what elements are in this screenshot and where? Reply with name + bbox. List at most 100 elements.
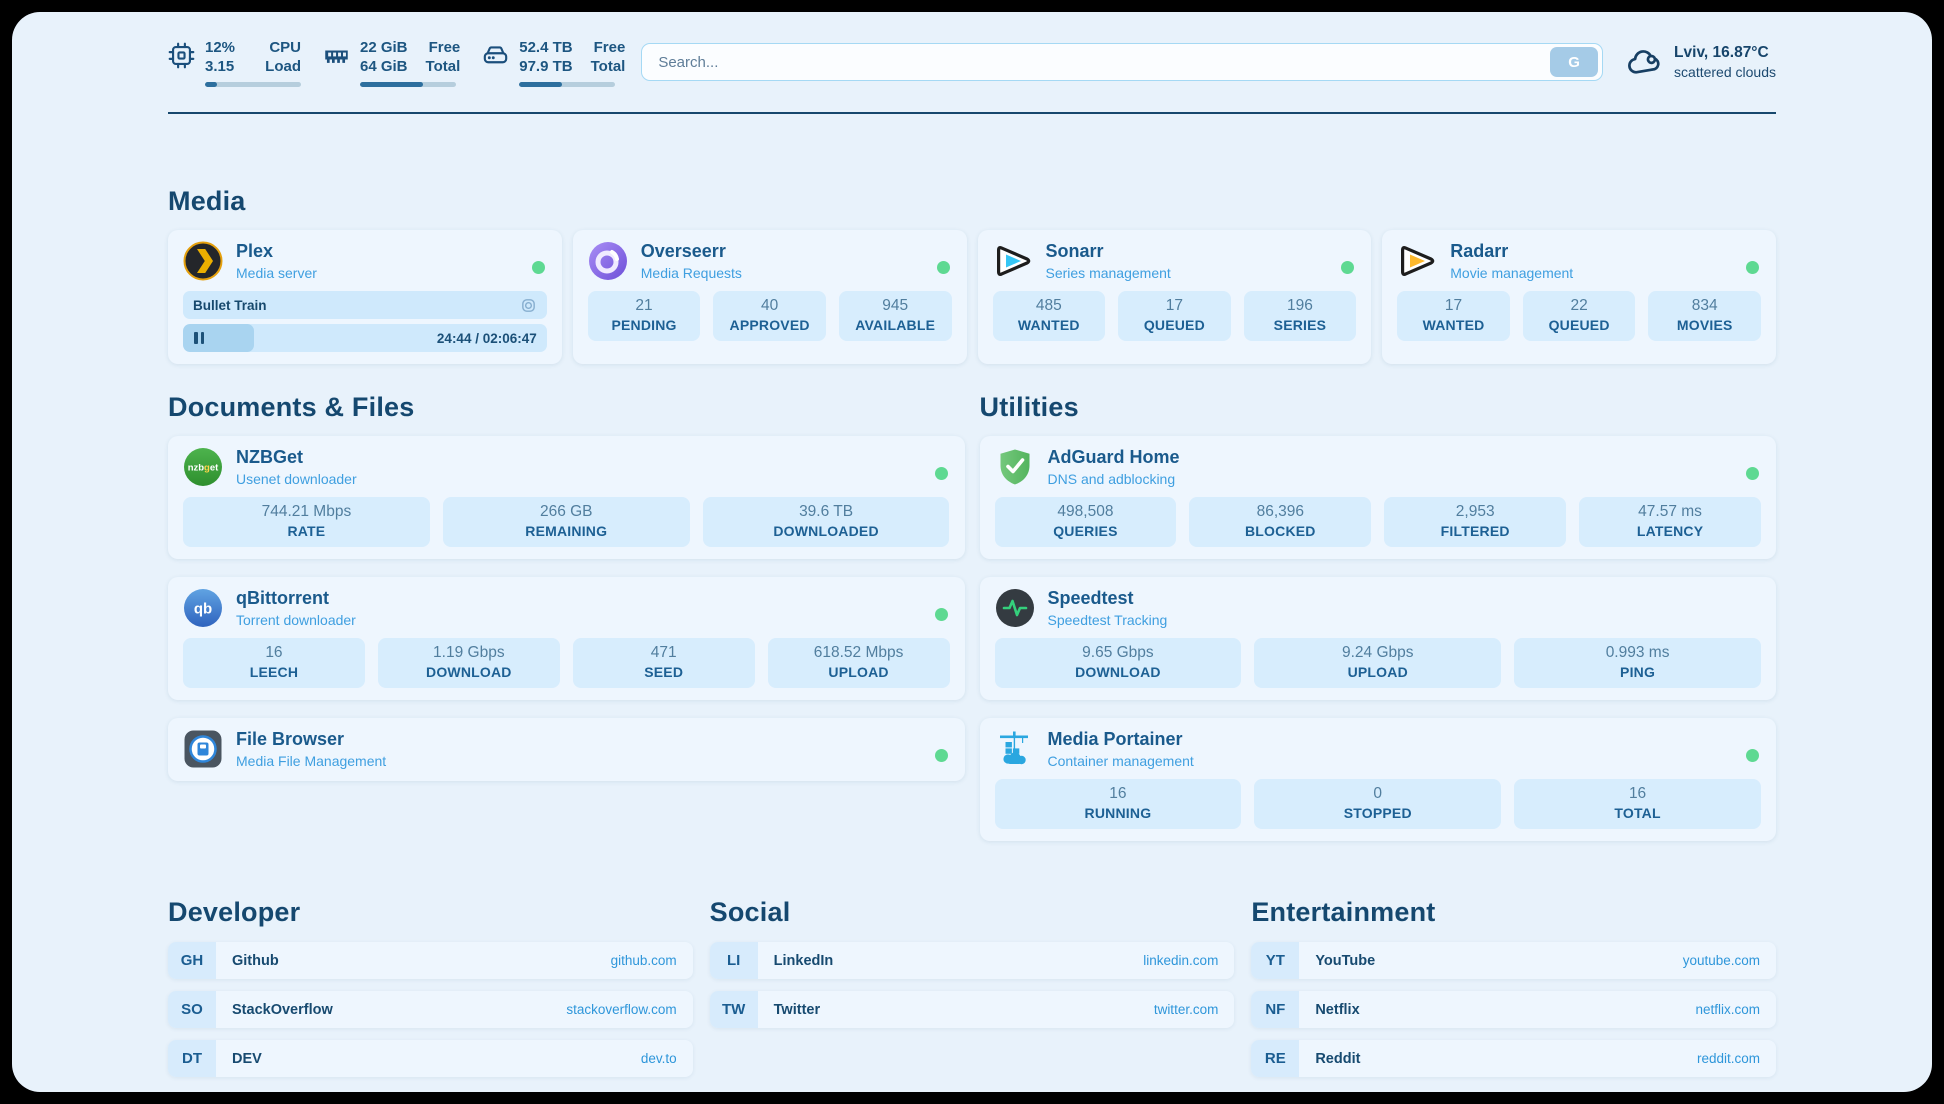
link-row-netflix[interactable]: NF Netflix netflix.com — [1251, 991, 1776, 1028]
link-row-linkedin[interactable]: LI LinkedIn linkedin.com — [709, 942, 1235, 979]
stat-value: 498,508 — [1057, 503, 1114, 520]
developer-column: Developer GH Github github.com SO StackO… — [168, 897, 693, 1089]
stat-value: 0.993 ms — [1605, 644, 1670, 661]
stat-label: LEECH — [249, 664, 299, 680]
social-links: LI LinkedIn linkedin.com TW Twitter twit… — [709, 942, 1235, 1028]
stat-value: 945 — [882, 297, 909, 314]
link-url[interactable]: linkedin.com — [1143, 953, 1219, 968]
sonarr-icon — [993, 241, 1033, 281]
link-abbreviation: TW — [709, 991, 758, 1028]
link-url[interactable]: twitter.com — [1153, 1002, 1219, 1017]
app-card-overseerr[interactable]: Overseerr Media Requests 21 PENDING 40 A… — [572, 230, 967, 364]
link-name: YouTube — [1315, 952, 1376, 969]
stat-label: LATENCY — [1636, 523, 1704, 539]
cog-icon[interactable] — [520, 297, 537, 314]
now-playing-title: Bullet Train — [193, 297, 267, 313]
stat-remaining: 266 GB REMAINING — [442, 497, 690, 547]
link-row-github[interactable]: GH Github github.com — [168, 942, 693, 979]
hardware-progress-bar — [519, 81, 616, 87]
stat-value: 744.21 Mbps — [261, 503, 352, 520]
app-card-sonarr[interactable]: Sonarr Series management 485 WANTED 17 Q… — [977, 230, 1372, 364]
pause-icon[interactable] — [194, 332, 204, 344]
app-card-file-browser[interactable]: File Browser Media File Management — [168, 718, 965, 781]
app-description: Media Requests — [640, 264, 742, 281]
app-description: Container management — [1047, 752, 1194, 769]
stat-label: SERIES — [1273, 317, 1327, 333]
app-name: Plex — [236, 241, 274, 262]
link-name: DEV — [232, 1050, 262, 1067]
app-header: File Browser Media File Management — [183, 729, 950, 769]
app-stats: 485 WANTED 17 QUEUED 196 SERIES — [992, 291, 1357, 341]
stat-value: 47.57 ms — [1638, 503, 1702, 520]
stat-filtered: 2,953 FILTERED — [1384, 497, 1567, 547]
stat-label: PENDING — [611, 317, 677, 333]
app-stats: 16 RUNNING 0 STOPPED 16 TOTAL — [994, 779, 1762, 829]
app-header: Radarr Movie management — [1397, 241, 1761, 281]
app-header: nzbget NZBGet Usenet downloader — [183, 447, 950, 487]
link-url[interactable]: stackoverflow.com — [566, 1002, 677, 1017]
header-divider — [168, 112, 1776, 114]
stat-label: QUEUED — [1143, 317, 1205, 333]
section-title-social: Social — [709, 897, 791, 927]
app-description: DNS and adblocking — [1047, 470, 1176, 487]
stat-queries: 498,508 QUERIES — [994, 497, 1177, 547]
app-card-adguard-home[interactable]: AdGuard Home DNS and adblocking 498,508 … — [979, 436, 1776, 559]
search-input[interactable] — [641, 43, 1604, 81]
stat-downloaded: 39.6 TB DOWNLOADED — [702, 497, 950, 547]
stat-movies: 834 MOVIES — [1648, 291, 1761, 341]
stat-value: 86,396 — [1256, 503, 1305, 520]
now-playing-progress-bar[interactable]: 24:44 / 02:06:47 — [183, 324, 547, 352]
link-row-dev[interactable]: DT DEV dev.to — [168, 1040, 693, 1077]
link-url[interactable]: dev.to — [640, 1051, 677, 1066]
app-card-media-portainer[interactable]: Media Portainer Container management 16 … — [979, 718, 1776, 841]
utilities-cards: AdGuard Home DNS and adblocking 498,508 … — [979, 436, 1776, 841]
app-card-speedtest[interactable]: Speedtest Speedtest Tracking 9.65 Gbps D… — [979, 577, 1776, 700]
stat-wanted: 17 WANTED — [1397, 291, 1510, 341]
link-row-stackoverflow[interactable]: SO StackOverflow stackoverflow.com — [168, 991, 693, 1028]
stat-value: 1.19 Gbps — [433, 644, 505, 661]
link-url[interactable]: reddit.com — [1696, 1051, 1760, 1066]
link-abbreviation: LI — [709, 942, 758, 979]
link-abbreviation: RE — [1251, 1040, 1300, 1077]
dashboard-panel: 12% 3.15 CPU Load 22 GiB 64 GiB Free Total 5… — [12, 12, 1932, 1092]
stat-latency: 47.57 ms LATENCY — [1579, 497, 1761, 547]
documents-column: Documents & Files nzbget NZBGet Usenet d… — [168, 364, 965, 781]
link-url[interactable]: youtube.com — [1682, 953, 1760, 968]
stat-label: DOWNLOAD — [1075, 664, 1161, 680]
app-description: Media server — [236, 264, 317, 281]
app-description: Speedtest Tracking — [1047, 611, 1168, 628]
link-row-twitter[interactable]: TW Twitter twitter.com — [709, 991, 1235, 1028]
stat-value: 22 — [1570, 297, 1588, 314]
hardware-values: 52.4 TB 97.9 TB — [519, 38, 573, 76]
app-card-qbittorrent[interactable]: qb qBittorrent Torrent downloader 16 LEE… — [168, 577, 965, 700]
section-title-documents: Documents & Files — [168, 392, 415, 422]
search-provider-button[interactable]: G — [1550, 47, 1599, 77]
stat-value: 2,953 — [1455, 503, 1495, 520]
app-card-radarr[interactable]: Radarr Movie management 17 WANTED 22 QUE… — [1382, 230, 1776, 364]
app-name: Sonarr — [1045, 241, 1104, 262]
link-url[interactable]: netflix.com — [1695, 1002, 1760, 1017]
stat-value: 21 — [635, 297, 653, 314]
app-header: Overseerr Media Requests — [588, 241, 952, 281]
stat-label: APPROVED — [729, 317, 810, 333]
stat-label: FILTERED — [1440, 523, 1510, 539]
link-row-youtube[interactable]: YT YouTube youtube.com — [1251, 942, 1776, 979]
link-row-reddit[interactable]: RE Reddit reddit.com — [1251, 1040, 1776, 1077]
hardware-values: 22 GiB 64 GiB — [360, 38, 408, 76]
app-name: File Browser — [236, 729, 345, 750]
weather-condition: scattered clouds — [1674, 64, 1776, 80]
app-card-plex[interactable]: Plex Media server Bullet Train 24:44 / 0… — [168, 230, 562, 364]
status-dot — [531, 261, 545, 274]
app-header: qb qBittorrent Torrent downloader — [183, 588, 950, 628]
stat-rate: 744.21 Mbps RATE — [183, 497, 430, 547]
app-stats: 744.21 Mbps RATE 266 GB REMAINING 39.6 T… — [183, 497, 950, 547]
stat-value: 485 — [1035, 297, 1062, 314]
stat-label: UPLOAD — [828, 664, 889, 680]
section-title-utilities: Utilities — [979, 392, 1079, 422]
link-url[interactable]: github.com — [610, 953, 677, 968]
media-cards: Plex Media server Bullet Train 24:44 / 0… — [168, 230, 1776, 364]
stat-label: DOWNLOADED — [773, 523, 879, 539]
status-dot — [1746, 261, 1759, 274]
hardware-values: 12% 3.15 — [205, 38, 236, 76]
app-card-nzbget[interactable]: nzbget NZBGet Usenet downloader 744.21 M… — [168, 436, 965, 559]
